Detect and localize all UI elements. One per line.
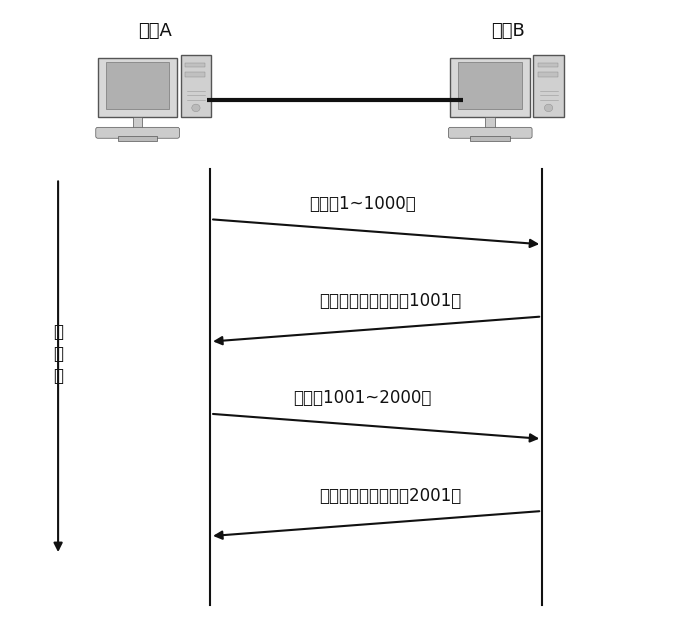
Text: 数据（1~1000）: 数据（1~1000） xyxy=(309,195,415,213)
Circle shape xyxy=(192,104,200,111)
Bar xyxy=(98,58,177,117)
Bar xyxy=(470,136,510,141)
Bar xyxy=(459,63,522,109)
Text: 主机B: 主机B xyxy=(491,22,524,40)
Text: 主机A: 主机A xyxy=(138,22,172,40)
Text: 确认应答（下一个是1001）: 确认应答（下一个是1001） xyxy=(319,292,461,310)
FancyBboxPatch shape xyxy=(95,127,179,138)
Circle shape xyxy=(544,104,553,111)
Bar xyxy=(118,136,158,141)
Bar xyxy=(450,58,530,117)
Bar xyxy=(106,63,169,109)
Bar xyxy=(133,117,142,129)
Bar xyxy=(533,54,564,117)
Text: 时
间
轴: 时 间 轴 xyxy=(53,323,63,385)
FancyBboxPatch shape xyxy=(448,127,532,138)
Bar xyxy=(538,72,558,77)
Text: 确认应答（下一个是2001）: 确认应答（下一个是2001） xyxy=(319,487,461,505)
Bar xyxy=(185,63,205,67)
Bar xyxy=(486,117,495,129)
Text: 数据（1001~2000）: 数据（1001~2000） xyxy=(293,389,431,408)
Bar xyxy=(538,63,558,67)
Bar xyxy=(185,72,205,77)
Bar xyxy=(181,54,211,117)
